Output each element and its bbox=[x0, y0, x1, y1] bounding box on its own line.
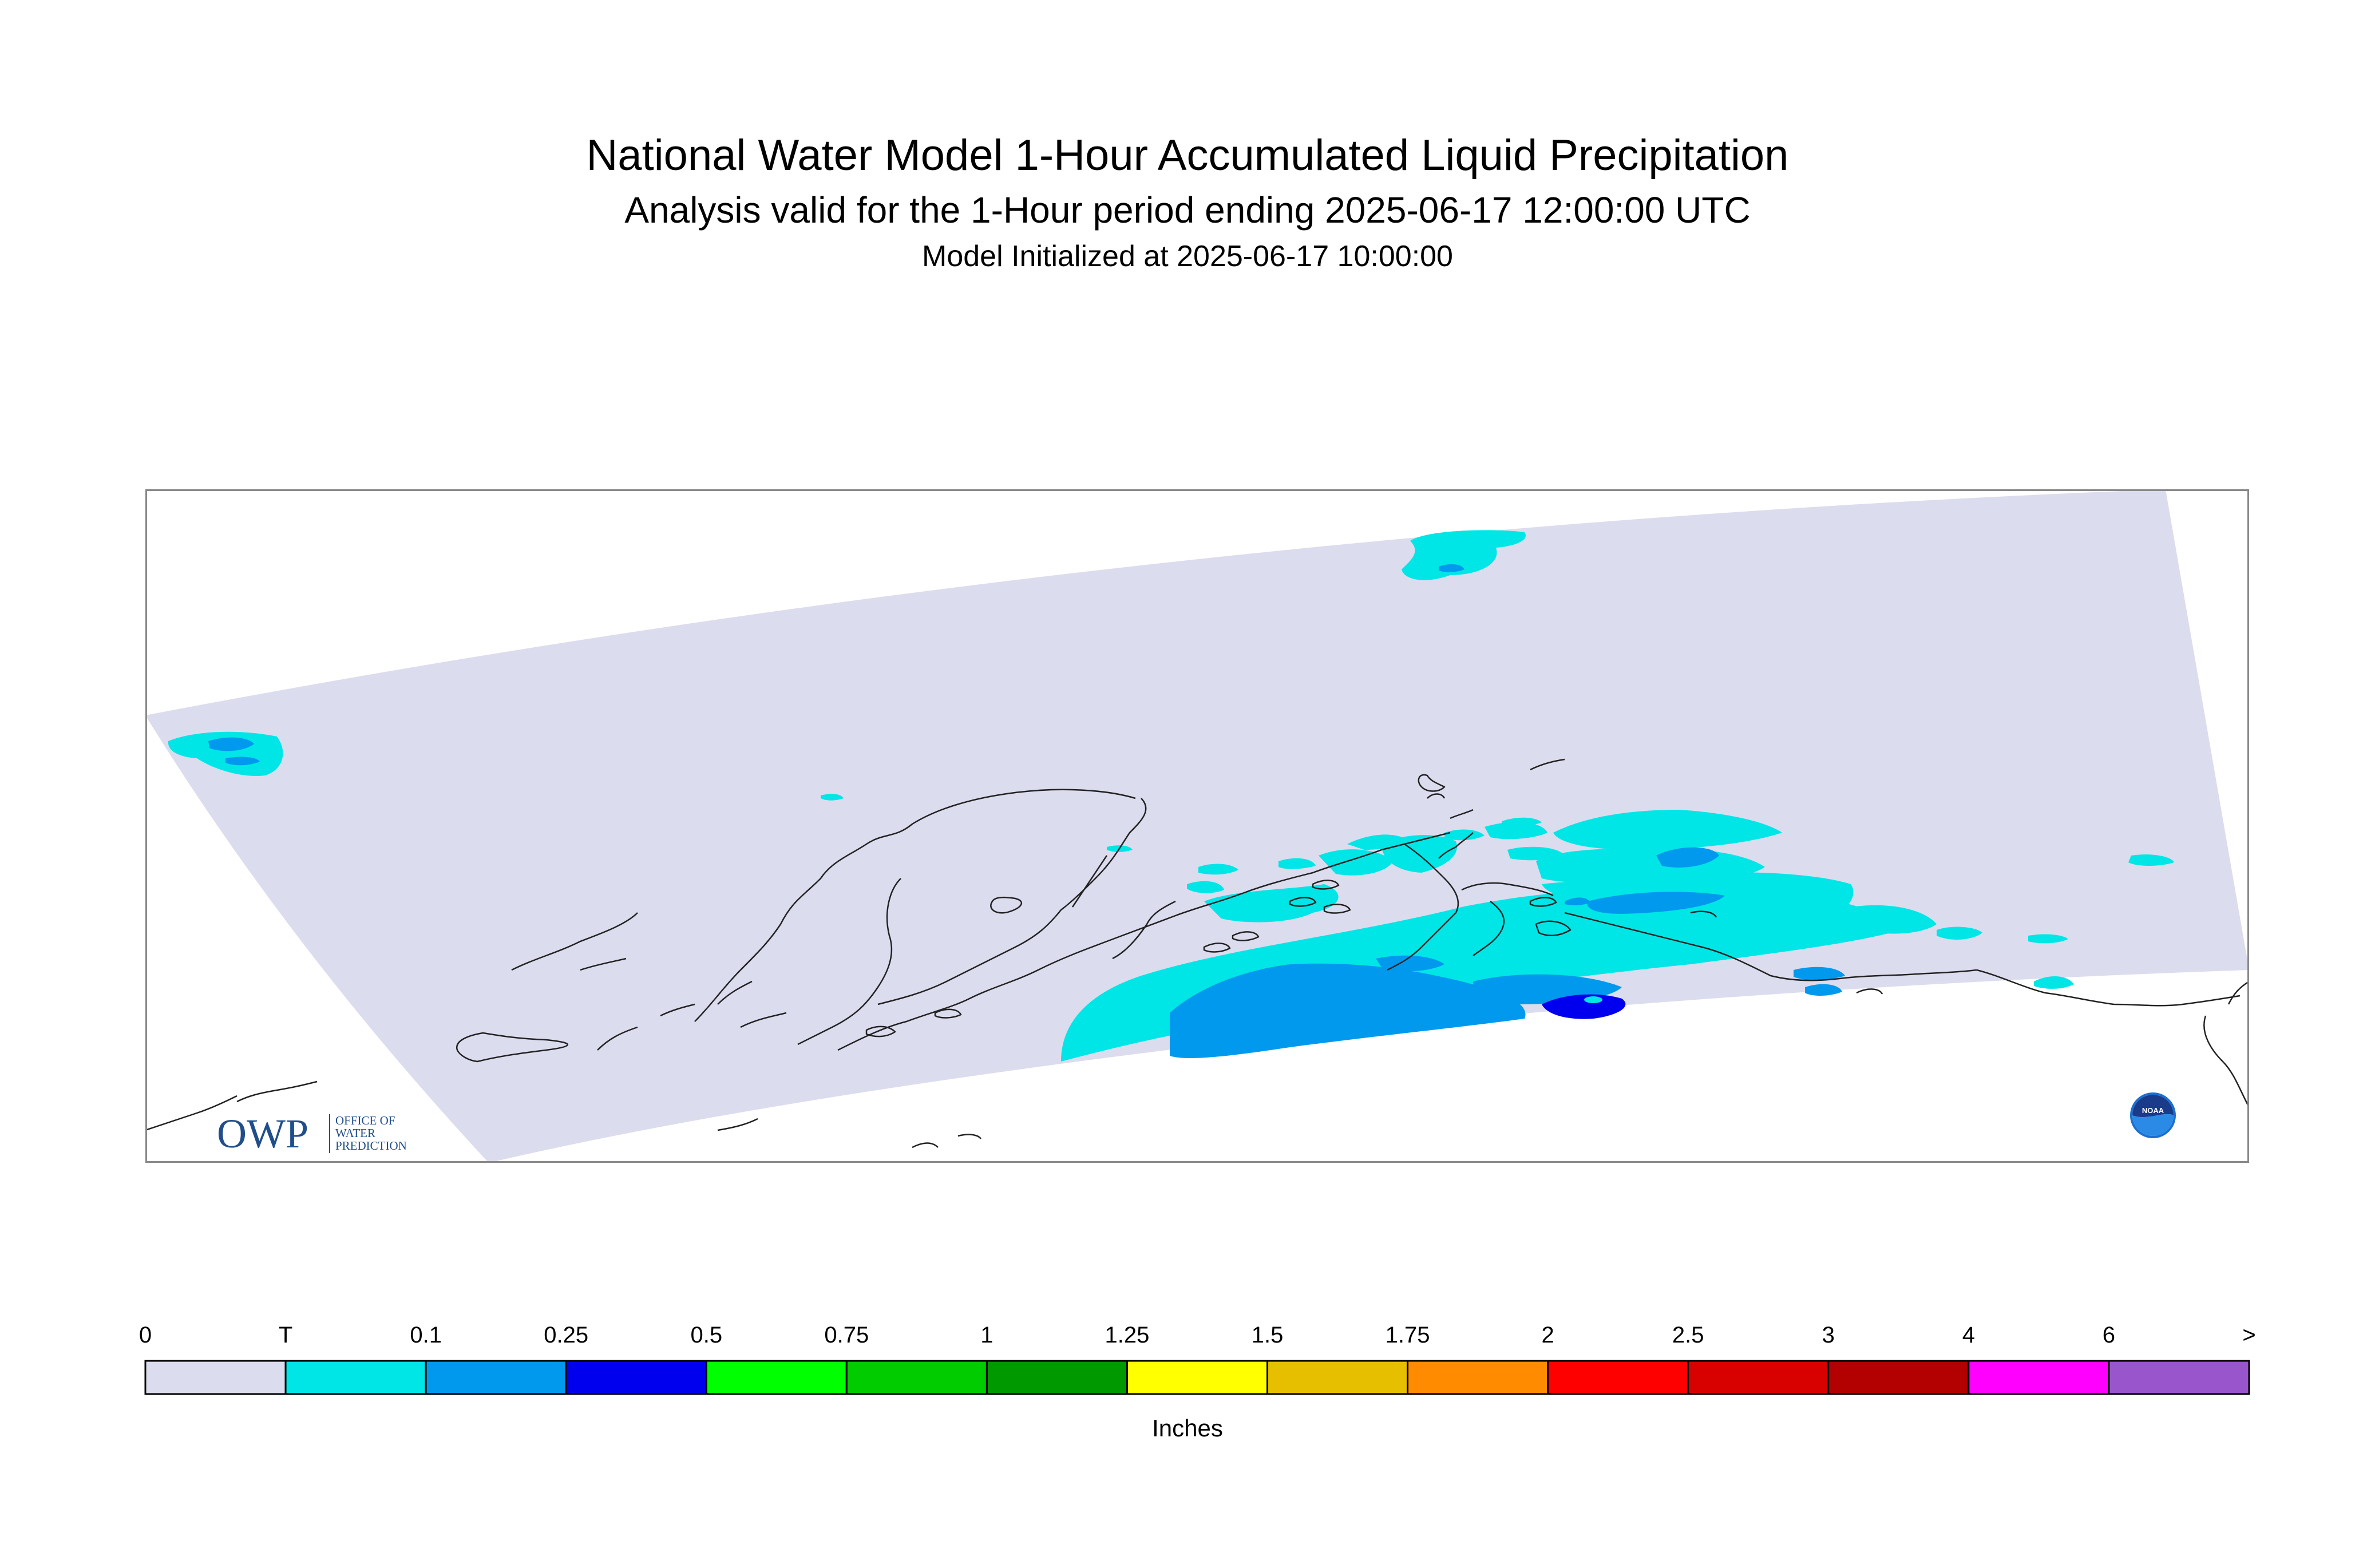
owp-logo-mark: OWP bbox=[217, 1111, 308, 1157]
legend-swatch bbox=[425, 1360, 567, 1395]
legend: 0 T 0.1 0.25 0.5 0.75 1 1.25 1.5 1.75 2 2.5 3 4 6 > bbox=[0, 1310, 2375, 1459]
owp-logo: OWP OFFICE OF WATER PREDICTION bbox=[217, 1111, 407, 1157]
legend-tick-label: 0.5 bbox=[690, 1322, 722, 1348]
noaa-logo-text: NOAA bbox=[2142, 1106, 2164, 1115]
legend-tick-label: T bbox=[279, 1322, 292, 1348]
legend-swatch bbox=[284, 1360, 427, 1395]
legend-tick-label: 3 bbox=[1822, 1322, 1835, 1348]
precip-trace-areas bbox=[168, 530, 2174, 1062]
noaa-logo: NOAA bbox=[2130, 1092, 2176, 1138]
legend-units-label: Inches bbox=[1152, 1415, 1223, 1442]
precipitation-map: OWP OFFICE OF WATER PREDICTION NOAA bbox=[145, 489, 2249, 1163]
legend-swatch bbox=[1407, 1360, 1549, 1395]
legend-tick-label: 0 bbox=[139, 1322, 152, 1348]
legend-colorbar: 0 T 0.1 0.25 0.5 0.75 1 1.25 1.5 1.75 2 2.5 3 4 6 > bbox=[139, 1322, 2256, 1395]
legend-swatch bbox=[1687, 1360, 1830, 1395]
legend-swatch bbox=[144, 1360, 287, 1395]
owp-logo-line1: OFFICE OF bbox=[335, 1114, 395, 1127]
owp-logo-line2: WATER bbox=[335, 1126, 375, 1140]
model-domain-area bbox=[145, 489, 2249, 1163]
page-title: National Water Model 1-Hour Accumulated … bbox=[586, 131, 1789, 180]
legend-tick-label: 1.25 bbox=[1105, 1322, 1150, 1348]
legend-tick-label: 2 bbox=[1542, 1322, 1554, 1348]
legend-tick-label: 1 bbox=[980, 1322, 993, 1348]
map-frame bbox=[145, 489, 2249, 1163]
legend-tick-label: 1.75 bbox=[1386, 1322, 1430, 1348]
legend-swatch bbox=[1266, 1360, 1409, 1395]
legend-tick-label: 0.1 bbox=[410, 1322, 442, 1348]
legend-swatch bbox=[565, 1360, 707, 1395]
legend-swatch bbox=[845, 1360, 988, 1395]
legend-tick-label: 0.75 bbox=[824, 1322, 869, 1348]
owp-logo-line3: PREDICTION bbox=[335, 1139, 407, 1153]
legend-swatch bbox=[1968, 1360, 2110, 1395]
legend-swatch bbox=[1827, 1360, 1970, 1395]
precip-moderate-areas bbox=[208, 564, 1845, 1059]
model-init-time: Model Initialized at 2025-06-17 10:00:00 bbox=[922, 240, 1453, 273]
legend-tick-label: > bbox=[2242, 1322, 2255, 1348]
legend-swatch bbox=[1126, 1360, 1269, 1395]
legend-tick-label: 1.5 bbox=[1252, 1322, 1284, 1348]
legend-swatch bbox=[1547, 1360, 1689, 1395]
precip-heavy-area bbox=[1542, 994, 1626, 1019]
coastlines bbox=[145, 758, 2249, 1149]
title-block: National Water Model 1-Hour Accumulated … bbox=[0, 0, 2375, 298]
legend-tick-label: 2.5 bbox=[1672, 1322, 1704, 1348]
valid-period-subtitle: Analysis valid for the 1-Hour period end… bbox=[624, 189, 1751, 231]
legend-tick-label: 0.25 bbox=[544, 1322, 588, 1348]
legend-swatch bbox=[2108, 1360, 2250, 1395]
legend-swatch bbox=[705, 1360, 848, 1395]
legend-tick-label: 4 bbox=[1962, 1322, 1975, 1348]
legend-swatch bbox=[985, 1360, 1128, 1395]
legend-tick-label: 6 bbox=[2103, 1322, 2115, 1348]
